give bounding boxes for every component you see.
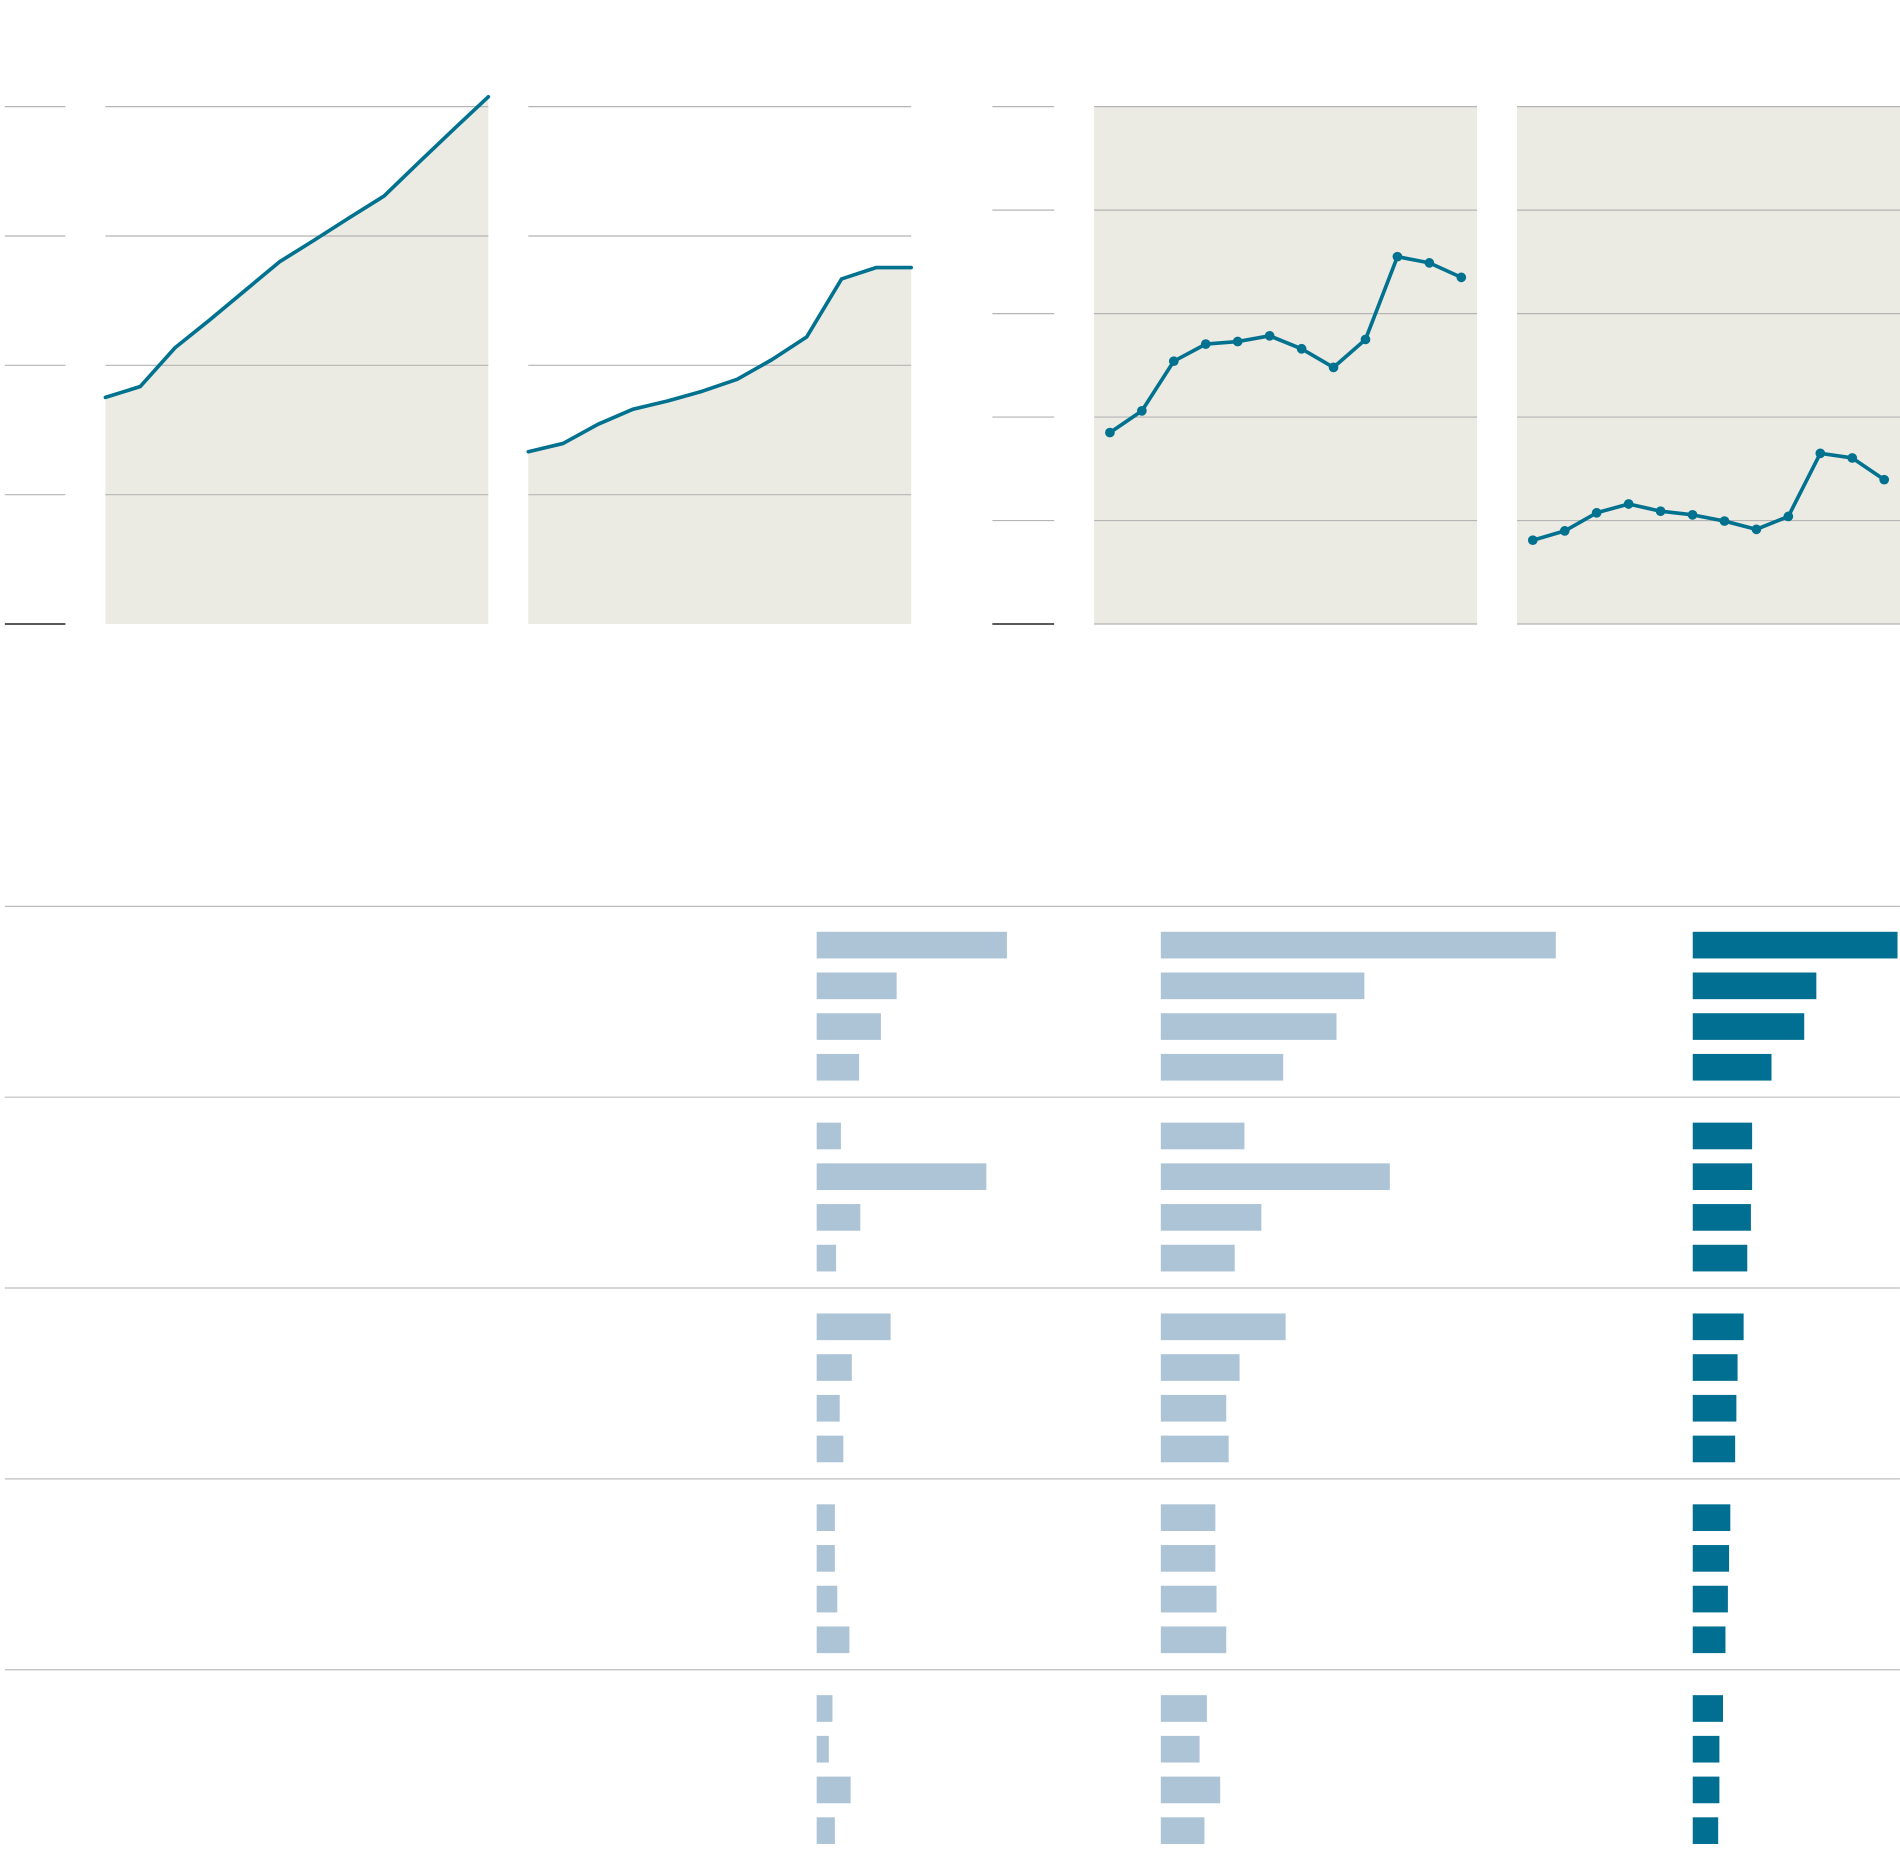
bar [1160, 1204, 1262, 1231]
plot-background [1094, 106, 1478, 625]
point [1879, 474, 1890, 485]
bar [1160, 931, 1556, 959]
bar [1692, 1394, 1737, 1422]
bar [816, 1394, 840, 1422]
bar [816, 972, 897, 1000]
bar [1692, 1626, 1726, 1654]
point [1783, 511, 1794, 522]
bar [816, 931, 1007, 959]
bar [1160, 1122, 1245, 1150]
point [1847, 453, 1858, 463]
bar [1692, 1695, 1724, 1722]
line [103, 94, 491, 400]
bar [816, 1053, 860, 1081]
bar [1160, 1817, 1205, 1844]
point [1105, 427, 1115, 438]
point [1655, 506, 1666, 517]
bar [1160, 1695, 1207, 1722]
bar [1160, 1626, 1227, 1654]
bar [1692, 1163, 1753, 1191]
bar [816, 1122, 841, 1150]
bar [1160, 972, 1365, 1000]
bar [1160, 1053, 1284, 1081]
bar [816, 1585, 838, 1613]
point [1264, 330, 1275, 341]
bar [1160, 1163, 1390, 1191]
bar [1692, 1776, 1720, 1804]
point [1456, 272, 1467, 283]
point [1392, 251, 1403, 262]
bar [1692, 1313, 1744, 1341]
bar [1692, 1053, 1772, 1081]
point [1751, 524, 1762, 535]
point [1424, 258, 1435, 268]
bar [816, 1776, 851, 1804]
bar [1160, 1776, 1221, 1804]
bar [1692, 1545, 1730, 1572]
bar [816, 1626, 850, 1654]
point [1559, 526, 1570, 536]
bar [1692, 1585, 1728, 1613]
bar [1692, 1435, 1736, 1463]
bar [1692, 1244, 1748, 1272]
bar [816, 1435, 844, 1463]
bar [1160, 1313, 1286, 1341]
bar [1692, 972, 1817, 1000]
bar [816, 1163, 987, 1191]
bar [816, 1313, 891, 1341]
area [105, 96, 489, 625]
bar [816, 1013, 881, 1040]
point [1687, 510, 1698, 520]
bar [1160, 1013, 1337, 1040]
point [1168, 356, 1179, 367]
bar [1692, 1504, 1731, 1531]
bar [816, 1545, 835, 1572]
bar [1692, 1817, 1719, 1844]
point [1296, 343, 1307, 354]
point [1328, 362, 1339, 373]
bar [816, 1244, 837, 1272]
bar [816, 1695, 833, 1722]
bar [1692, 1735, 1720, 1763]
plot-background [1517, 106, 1900, 625]
point [1815, 448, 1826, 459]
line [1108, 254, 1464, 435]
point [1200, 339, 1211, 349]
bar [1160, 1585, 1217, 1613]
bar [816, 1504, 835, 1531]
bar [1160, 1244, 1235, 1272]
line [1530, 451, 1887, 543]
bar [1692, 1122, 1753, 1150]
area [528, 267, 912, 625]
bar [816, 1354, 852, 1381]
chart-body [4, 94, 1900, 1844]
point [1527, 535, 1538, 546]
bar [816, 1735, 829, 1763]
bar [1160, 1435, 1229, 1463]
bar [1160, 1545, 1216, 1572]
bar [1692, 1204, 1751, 1231]
bar [816, 1817, 835, 1844]
bar [1692, 1013, 1805, 1040]
bar [1160, 1504, 1216, 1531]
line [526, 265, 914, 454]
bar [1160, 1354, 1240, 1381]
bar [816, 1204, 861, 1231]
point [1137, 406, 1147, 416]
bar [1692, 931, 1898, 959]
point [1623, 499, 1634, 509]
bar [1160, 1394, 1227, 1422]
point [1360, 334, 1371, 345]
bar [1692, 1354, 1738, 1381]
point [1591, 507, 1602, 518]
point [1232, 336, 1243, 347]
point [1719, 516, 1730, 526]
bar [1160, 1735, 1200, 1763]
